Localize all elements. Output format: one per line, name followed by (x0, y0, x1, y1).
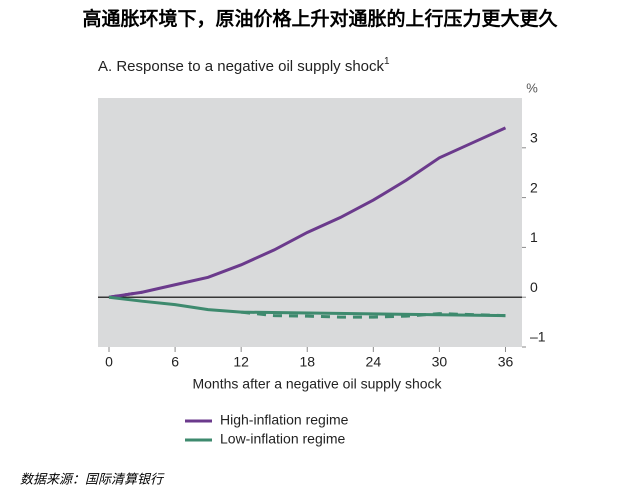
title-text: A. Response to a negative oil supply sho… (98, 58, 385, 75)
y-unit: % (526, 80, 538, 95)
series-line (108, 295, 506, 318)
header: 高通胀环境下，原油价格上升对通胀的上行压力更大更久 (82, 7, 558, 30)
x-tick-label: 6 (171, 354, 179, 370)
y-tick-label: –1 (530, 329, 546, 345)
x-tick-label: 0 (105, 354, 113, 370)
title-note: 1 (384, 56, 390, 67)
chart-title: A. Response to a negative oil supply sho… (98, 56, 390, 75)
source: 数据来源：国际清算银行 (20, 473, 165, 488)
x-axis-label: Months after a negative oil supply shock (192, 376, 442, 392)
y-tick-label: 2 (530, 179, 538, 195)
x-tick-label: 36 (498, 354, 514, 370)
series-line (241, 310, 506, 319)
legend-label: Low-inflation regime (220, 431, 345, 447)
y-tick-label: 3 (530, 130, 538, 146)
series-line (108, 126, 507, 299)
x-tick-label: 12 (233, 354, 249, 370)
plot-area (98, 98, 522, 347)
x-tick-label: 18 (299, 354, 315, 370)
legend-label: High-inflation regime (220, 412, 349, 428)
y-tick-label: 1 (530, 229, 538, 245)
x-tick-label: 24 (366, 354, 382, 370)
x-tick-label: 30 (432, 354, 448, 370)
y-tick-label: 0 (530, 279, 538, 295)
